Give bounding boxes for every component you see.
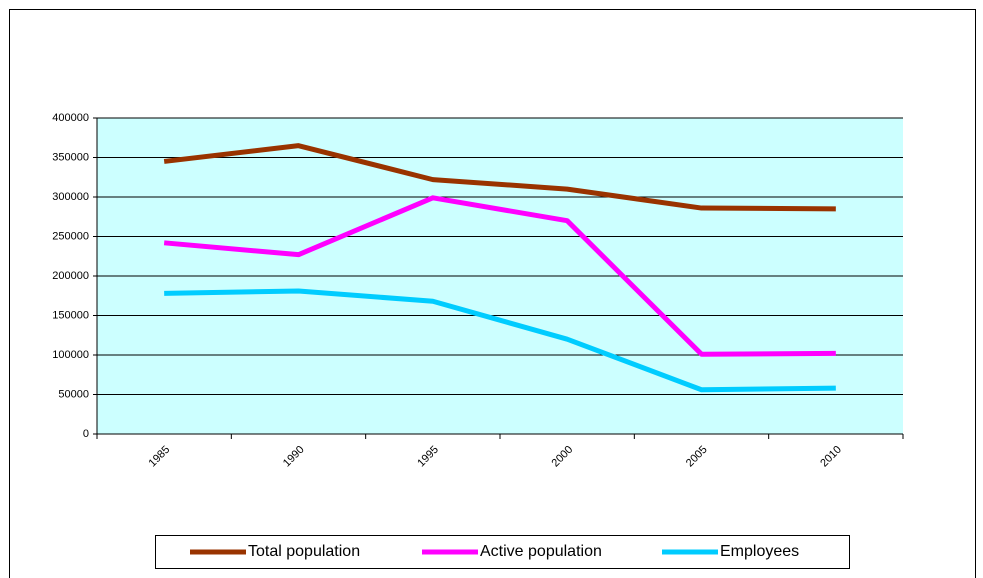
y-tick-label: 50000 <box>58 388 89 400</box>
y-tick-label: 350000 <box>52 151 89 163</box>
y-tick-label: 200000 <box>52 270 89 282</box>
series-line <box>163 143 836 212</box>
y-tick-label: 150000 <box>52 309 89 321</box>
y-tick-label: 0 <box>83 428 89 440</box>
y-tick-label: 250000 <box>52 230 89 242</box>
legend-label: Employees <box>720 543 799 560</box>
y-tick-label: 400000 <box>52 112 89 124</box>
legend-label: Active population <box>480 543 602 560</box>
legend-label: Total population <box>248 543 360 560</box>
series-line <box>164 288 836 393</box>
series-line <box>163 195 836 357</box>
y-tick-label: 100000 <box>52 349 89 361</box>
legend-box <box>155 535 850 569</box>
y-tick-label: 300000 <box>52 191 89 203</box>
